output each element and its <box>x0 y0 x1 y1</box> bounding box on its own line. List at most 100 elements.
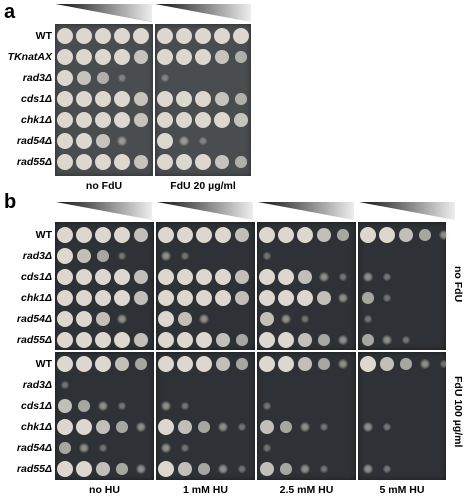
colony-spot <box>57 419 73 435</box>
colony-spot <box>98 401 108 411</box>
colony-spot <box>420 359 430 369</box>
strain-label: WT <box>35 358 52 370</box>
colony-spot <box>176 112 192 128</box>
colony-spot <box>319 272 329 282</box>
colony-spot <box>57 91 73 107</box>
plate-b-no-fdu-2-5mm <box>257 222 356 350</box>
colony-spot <box>364 315 372 323</box>
colony-spot <box>260 420 274 434</box>
colony-spot <box>134 291 148 305</box>
colony-spot <box>439 230 449 240</box>
colony-spot <box>157 133 173 149</box>
colony-spot <box>297 290 313 306</box>
colony-spot <box>195 49 211 65</box>
colony-spot <box>96 134 110 148</box>
strain-label: TKnatAX <box>7 51 52 63</box>
colony-spot <box>96 420 110 434</box>
colony-spot <box>116 463 128 475</box>
colony-spot <box>97 72 109 84</box>
colony-spot <box>298 357 312 371</box>
colony-spot <box>158 269 174 285</box>
strain-label: rad3Δ <box>22 250 52 262</box>
colony-spot <box>195 28 211 44</box>
condition-label-1mm-hu: 1 mM HU <box>183 484 228 496</box>
colony-spot <box>235 270 249 284</box>
colony-spot <box>263 252 271 260</box>
colony-spot <box>176 28 192 44</box>
colony-spot <box>259 227 275 243</box>
colony-spot <box>57 248 73 264</box>
colony-spot <box>278 290 294 306</box>
colony-spot <box>59 442 71 454</box>
colony-spot <box>158 461 174 477</box>
colony-spot <box>158 227 174 243</box>
colony-spot <box>157 91 173 107</box>
condition-label-no-hu: no HU <box>89 484 120 496</box>
colony-spot <box>114 91 130 107</box>
colony-spot <box>95 91 111 107</box>
colony-spot <box>235 291 249 305</box>
colony-spot <box>338 359 348 369</box>
colony-spot <box>158 332 174 348</box>
colony-spot <box>195 91 211 107</box>
colony-spot <box>57 70 73 86</box>
colony-spot <box>134 113 148 127</box>
colony-spot <box>177 290 193 306</box>
colony-spot <box>215 50 229 64</box>
colony-spot <box>76 154 92 170</box>
colony-spot <box>383 465 391 473</box>
colony-spot <box>215 290 231 306</box>
colony-spot <box>76 290 92 306</box>
colony-spot <box>363 272 373 282</box>
colony-spot <box>178 420 192 434</box>
colony-spot <box>300 422 310 432</box>
colony-spot <box>337 229 349 241</box>
dilution-wedge-icon <box>155 4 251 22</box>
colony-spot <box>57 356 73 372</box>
strain-label: chk1Δ <box>21 421 52 433</box>
colony-spot <box>76 91 92 107</box>
plate-b-fdu-1mm <box>156 352 255 480</box>
colony-spot <box>134 333 148 347</box>
colony-spot <box>235 51 247 63</box>
colony-spot <box>178 462 192 476</box>
colony-spot <box>235 228 249 242</box>
colony-spot <box>114 154 130 170</box>
strain-label: chk1Δ <box>21 292 52 304</box>
colony-spot <box>114 28 130 44</box>
colony-spot <box>158 290 174 306</box>
condition-label-5mm-hu: 5 mM HU <box>379 484 425 496</box>
colony-spot <box>260 462 274 476</box>
colony-spot <box>134 50 148 64</box>
colony-spot <box>215 227 231 243</box>
colony-spot <box>76 49 92 65</box>
colony-spot <box>76 419 92 435</box>
colony-spot <box>57 311 73 327</box>
colony-spot <box>176 91 192 107</box>
plate-b-no-fdu-no-hu <box>55 222 154 350</box>
colony-spot <box>298 270 312 284</box>
colony-spot <box>97 250 109 262</box>
strain-label: cds1Δ <box>21 400 52 412</box>
strain-label: WT <box>35 30 52 42</box>
colony-spot <box>57 290 73 306</box>
colony-spot <box>233 28 249 44</box>
colony-spot <box>382 335 392 345</box>
colony-spot <box>379 227 395 243</box>
colony-spot <box>318 358 330 370</box>
colony-spot <box>181 252 189 260</box>
colony-spot <box>320 423 328 431</box>
colony-spot <box>278 269 294 285</box>
colony-spot <box>278 332 294 348</box>
colony-spot <box>95 332 111 348</box>
colony-spot <box>57 28 73 44</box>
colony-spot <box>216 357 230 371</box>
colony-spot <box>95 49 111 65</box>
colony-spot <box>318 334 330 346</box>
colony-spot <box>259 290 275 306</box>
colony-spot <box>117 314 127 324</box>
colony-spot <box>338 335 348 345</box>
colony-spot <box>363 464 373 474</box>
colony-spot <box>281 314 291 324</box>
colony-spot <box>58 399 72 413</box>
